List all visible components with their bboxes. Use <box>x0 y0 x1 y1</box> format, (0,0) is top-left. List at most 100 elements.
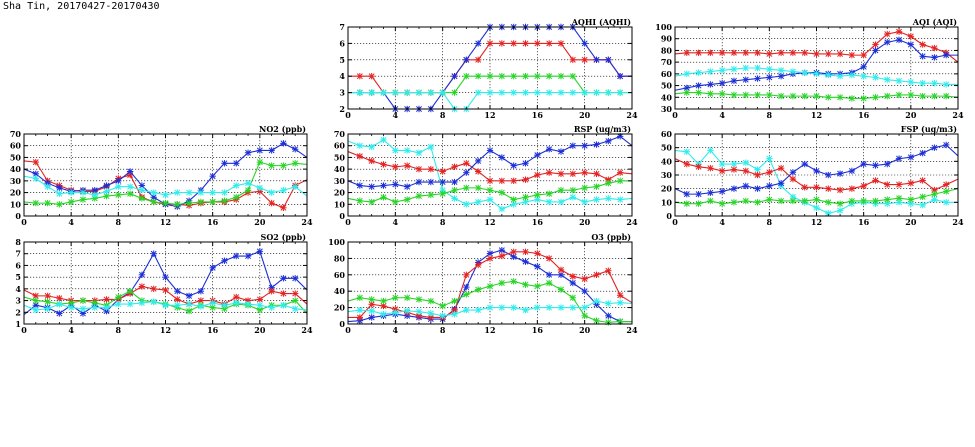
chart-title: FSP (ug/m3) <box>901 124 957 134</box>
series-red <box>674 158 959 194</box>
data-point <box>67 198 75 206</box>
data-point <box>463 160 470 167</box>
data-point <box>439 178 446 186</box>
data-point <box>605 195 612 202</box>
data-point <box>766 50 773 58</box>
data-point <box>593 183 600 190</box>
series-cyan <box>23 175 308 199</box>
data-point <box>825 210 832 217</box>
data-point <box>848 51 856 59</box>
data-point <box>150 198 157 206</box>
data-point <box>522 73 529 80</box>
data-point <box>268 199 275 207</box>
ticks <box>23 133 308 217</box>
data-point <box>221 189 228 196</box>
data-point <box>138 195 146 202</box>
data-point <box>616 89 624 96</box>
data-point <box>581 40 588 47</box>
data-point <box>162 273 169 281</box>
data-point <box>79 305 87 312</box>
data-point <box>943 51 950 59</box>
data-point <box>683 70 690 78</box>
y-tick-label: 60 <box>334 141 346 151</box>
y-tick-label: 10 <box>661 197 673 207</box>
data-point <box>754 199 761 206</box>
data-point <box>616 196 624 203</box>
data-point <box>836 186 844 194</box>
data-point <box>32 306 39 314</box>
data-point <box>836 207 844 214</box>
data-point <box>510 278 517 285</box>
data-point <box>931 54 938 61</box>
data-point <box>943 199 950 206</box>
x-tick-label: 0 <box>21 217 27 227</box>
data-point <box>593 56 600 63</box>
y-tick-label: 50 <box>661 81 673 91</box>
data-point <box>510 89 517 96</box>
data-point <box>545 255 553 262</box>
data-point <box>427 310 435 317</box>
data-point <box>233 293 240 301</box>
data-point <box>463 201 470 208</box>
data-point <box>836 200 844 207</box>
data-point <box>162 199 169 207</box>
x-tick-label: 4 <box>393 217 399 227</box>
data-point <box>581 198 588 206</box>
data-point <box>813 92 820 100</box>
data-point <box>766 196 773 203</box>
data-point <box>593 196 600 203</box>
data-point <box>126 190 134 197</box>
data-point <box>209 264 216 271</box>
data-point <box>557 187 565 194</box>
data-point <box>754 91 761 99</box>
data-point <box>280 187 287 194</box>
x-tick-label: 8 <box>440 217 446 227</box>
x-tick-label: 16 <box>532 217 544 227</box>
data-point <box>392 163 399 170</box>
data-point <box>209 299 216 307</box>
data-point <box>569 56 577 63</box>
y-tick-label: 0 <box>666 211 672 221</box>
series-green <box>674 89 959 102</box>
data-point <box>380 161 387 168</box>
data-point <box>32 199 39 207</box>
data-point <box>498 247 506 254</box>
data-point <box>789 49 797 56</box>
data-point <box>174 201 181 208</box>
x-tick-label: 4 <box>68 325 74 335</box>
data-point <box>605 180 612 187</box>
data-point <box>534 191 541 199</box>
data-point <box>766 91 773 99</box>
chart-title: AQHI (AQHI) <box>571 17 632 27</box>
y-tick-label: 40 <box>10 164 22 174</box>
data-point <box>56 295 63 302</box>
data-point <box>766 169 773 176</box>
data-point <box>754 75 761 82</box>
data-point <box>943 181 950 188</box>
chart-title: NO2 (ppb) <box>259 124 306 134</box>
data-point <box>789 92 797 100</box>
x-tick-label: 20 <box>905 110 917 120</box>
y-tick-label: 20 <box>10 188 22 198</box>
data-point <box>534 263 541 270</box>
x-tick-label: 20 <box>905 217 917 227</box>
data-point <box>268 288 275 295</box>
data-point <box>605 89 612 96</box>
ticks <box>674 133 959 217</box>
data-point <box>403 307 411 315</box>
x-tick-label: 0 <box>345 110 351 120</box>
data-point <box>292 146 299 153</box>
y-tick-label: 2 <box>15 307 21 317</box>
data-point <box>718 90 726 97</box>
data-point <box>403 294 411 301</box>
data-point <box>605 300 612 307</box>
data-point <box>754 64 761 72</box>
data-point <box>545 89 553 96</box>
data-point <box>56 190 63 197</box>
data-point <box>451 73 458 80</box>
data-point <box>427 165 435 173</box>
y-tick-label: 100 <box>655 22 672 32</box>
data-point <box>67 189 75 196</box>
data-point <box>221 197 228 204</box>
data-point <box>848 95 856 102</box>
